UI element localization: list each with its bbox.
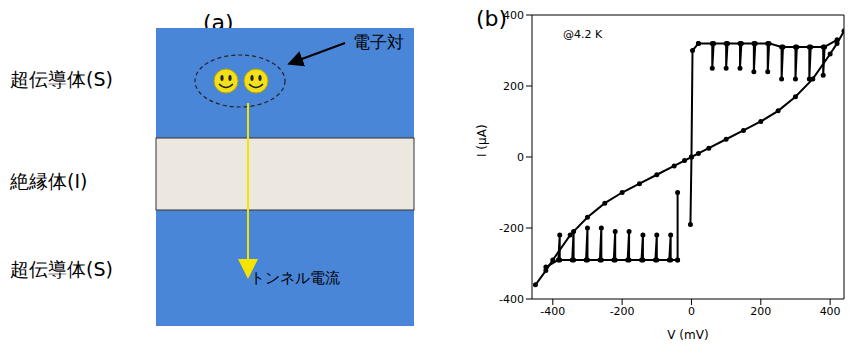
svg-text:トンネル電流: トンネル電流 xyxy=(250,269,340,287)
svg-text:0: 0 xyxy=(517,151,524,164)
svg-text:200: 200 xyxy=(750,305,771,318)
svg-text:-400: -400 xyxy=(540,305,565,318)
svg-text:(a): (a) xyxy=(203,10,234,35)
svg-text:I (μA): I (μA) xyxy=(475,124,489,157)
svg-text:電子対: 電子対 xyxy=(353,32,404,52)
svg-text:絶縁体(I): 絶縁体(I) xyxy=(9,170,87,192)
html-text:(b): (b) xyxy=(476,6,508,31)
svg-text:0: 0 xyxy=(688,305,695,318)
svg-text:V (mV): V (mV) xyxy=(667,328,708,342)
svg-text:200: 200 xyxy=(503,80,524,93)
svg-text:-200: -200 xyxy=(610,305,635,318)
svg-text:400: 400 xyxy=(503,9,524,22)
html-text:@4.2 K: @4.2 K xyxy=(563,28,603,41)
svg-text:超伝導体(S): 超伝導体(S) xyxy=(10,258,113,280)
svg-text:超伝導体(S): 超伝導体(S) xyxy=(10,68,113,90)
svg-text:-400: -400 xyxy=(499,293,524,306)
svg-text:400: 400 xyxy=(820,305,841,318)
svg-text:-200: -200 xyxy=(499,222,524,235)
